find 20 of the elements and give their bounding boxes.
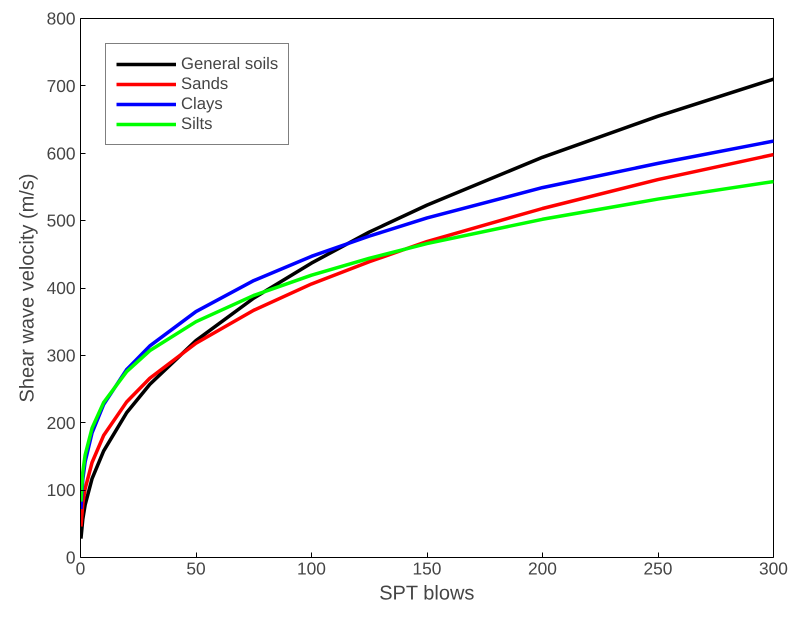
legend-label: Silts — [181, 114, 212, 134]
y-tick-label: 800 — [46, 8, 76, 28]
y-tick-label: 100 — [46, 480, 76, 500]
x-tick-label: 150 — [412, 558, 442, 578]
x-axis-title: SPT blows — [379, 582, 474, 604]
y-tick-label: 700 — [46, 76, 76, 96]
x-tick-label: 50 — [186, 558, 206, 578]
y-tick-label: 200 — [46, 412, 76, 433]
y-tick-label: 400 — [46, 278, 76, 298]
legend-label: Clays — [181, 94, 223, 114]
x-tick-label: 250 — [644, 558, 672, 578]
x-tick-label: 300 — [759, 558, 788, 578]
legend-label: General soils — [181, 54, 278, 74]
y-tick-label: 600 — [46, 143, 76, 164]
y-tick-label: 500 — [46, 210, 76, 231]
y-tick-label: 300 — [46, 345, 76, 366]
x-tick-label: 200 — [528, 558, 557, 578]
y-axis-title: Shear wave velocity (m/s) — [16, 174, 39, 402]
legend-label: Sands — [181, 74, 228, 94]
x-tick-label: 100 — [297, 558, 326, 578]
